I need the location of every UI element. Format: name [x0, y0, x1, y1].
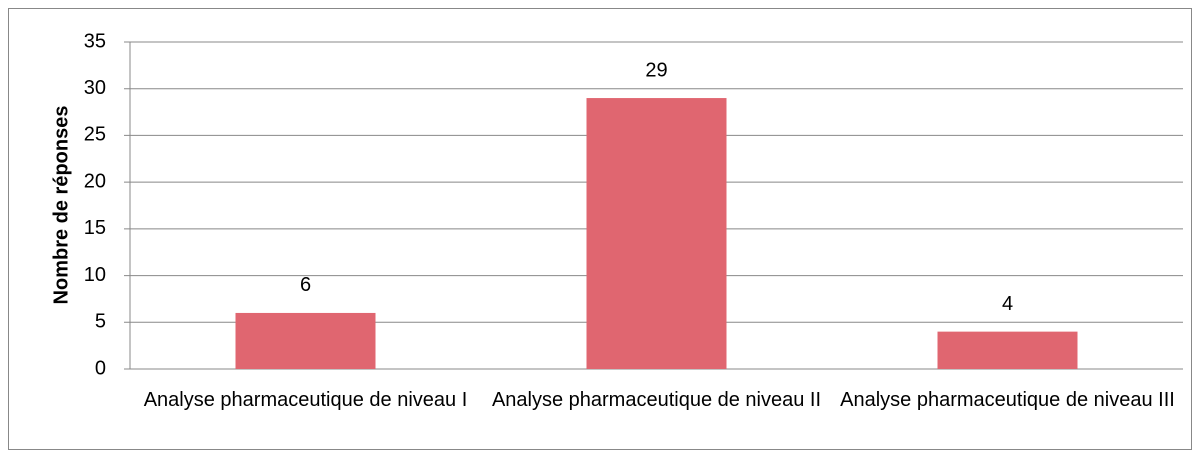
y-tick-label: 25 — [84, 124, 106, 146]
y-axis-title: Nombre de réponses — [50, 106, 72, 305]
y-tick-label: 35 — [84, 30, 106, 52]
x-tick-label: Analyse pharmaceutique de niveau II — [491, 389, 822, 411]
y-tick-label: 30 — [84, 77, 106, 99]
y-tick-label: 15 — [84, 217, 106, 239]
bar — [586, 98, 727, 370]
x-tick-label: Analyse pharmaceutique de niveau III — [840, 389, 1175, 411]
bar — [235, 312, 376, 369]
bar — [937, 331, 1078, 369]
y-tick-label: 0 — [95, 357, 106, 379]
x-tick-label: Analyse pharmaceutique de niveau I — [143, 389, 468, 411]
y-tick-label: 20 — [84, 170, 106, 192]
y-tick-label: 5 — [95, 311, 106, 333]
data-label: 29 — [645, 59, 667, 81]
data-label: 6 — [300, 274, 311, 296]
data-label: 4 — [1002, 293, 1013, 315]
y-tick-label: 10 — [84, 264, 106, 286]
